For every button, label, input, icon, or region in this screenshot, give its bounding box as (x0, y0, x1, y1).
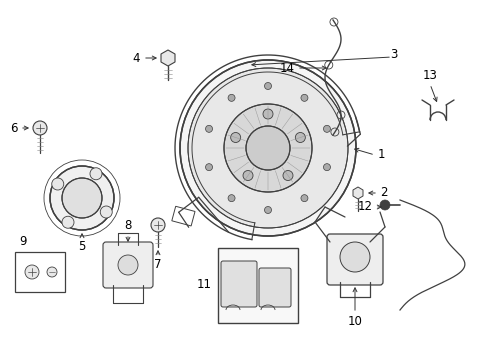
Circle shape (47, 267, 57, 277)
FancyBboxPatch shape (221, 261, 257, 307)
Circle shape (380, 200, 390, 210)
Circle shape (224, 104, 312, 192)
Circle shape (205, 125, 213, 132)
Circle shape (50, 166, 114, 230)
Circle shape (263, 109, 273, 119)
Text: 9: 9 (19, 235, 26, 248)
Circle shape (295, 132, 305, 143)
Circle shape (323, 125, 330, 132)
Circle shape (62, 216, 74, 228)
Circle shape (118, 255, 138, 275)
Circle shape (62, 178, 102, 218)
FancyBboxPatch shape (327, 234, 383, 285)
Circle shape (301, 94, 308, 102)
Bar (15, 252, 65, 292)
Circle shape (25, 265, 39, 279)
Text: 7: 7 (154, 258, 162, 271)
Circle shape (188, 68, 348, 228)
Polygon shape (161, 50, 175, 66)
Circle shape (340, 242, 370, 272)
Circle shape (265, 82, 271, 90)
Circle shape (301, 195, 308, 202)
Circle shape (228, 195, 235, 202)
Text: 3: 3 (390, 49, 397, 62)
Circle shape (246, 126, 290, 170)
Text: 6: 6 (10, 122, 18, 135)
Circle shape (205, 164, 213, 171)
Circle shape (90, 168, 102, 180)
Bar (172, 206, 195, 226)
Text: 5: 5 (78, 240, 86, 253)
Circle shape (323, 164, 330, 171)
Circle shape (100, 206, 112, 218)
Circle shape (265, 207, 271, 213)
Circle shape (33, 121, 47, 135)
Polygon shape (353, 187, 363, 199)
Bar (218, 248, 298, 323)
Text: 8: 8 (124, 219, 132, 232)
Circle shape (52, 178, 64, 190)
Text: 14: 14 (280, 62, 295, 75)
Circle shape (228, 94, 235, 102)
FancyBboxPatch shape (259, 268, 291, 307)
Circle shape (231, 132, 241, 143)
FancyBboxPatch shape (103, 242, 153, 288)
Circle shape (283, 171, 293, 180)
Circle shape (180, 60, 356, 236)
Text: 13: 13 (422, 69, 438, 82)
Text: 12: 12 (358, 201, 373, 213)
Circle shape (151, 218, 165, 232)
Text: 1: 1 (378, 148, 386, 162)
Circle shape (243, 171, 253, 180)
Text: 10: 10 (347, 315, 363, 328)
Text: 11: 11 (197, 279, 212, 292)
Text: 2: 2 (380, 186, 388, 199)
Text: 4: 4 (132, 51, 140, 64)
